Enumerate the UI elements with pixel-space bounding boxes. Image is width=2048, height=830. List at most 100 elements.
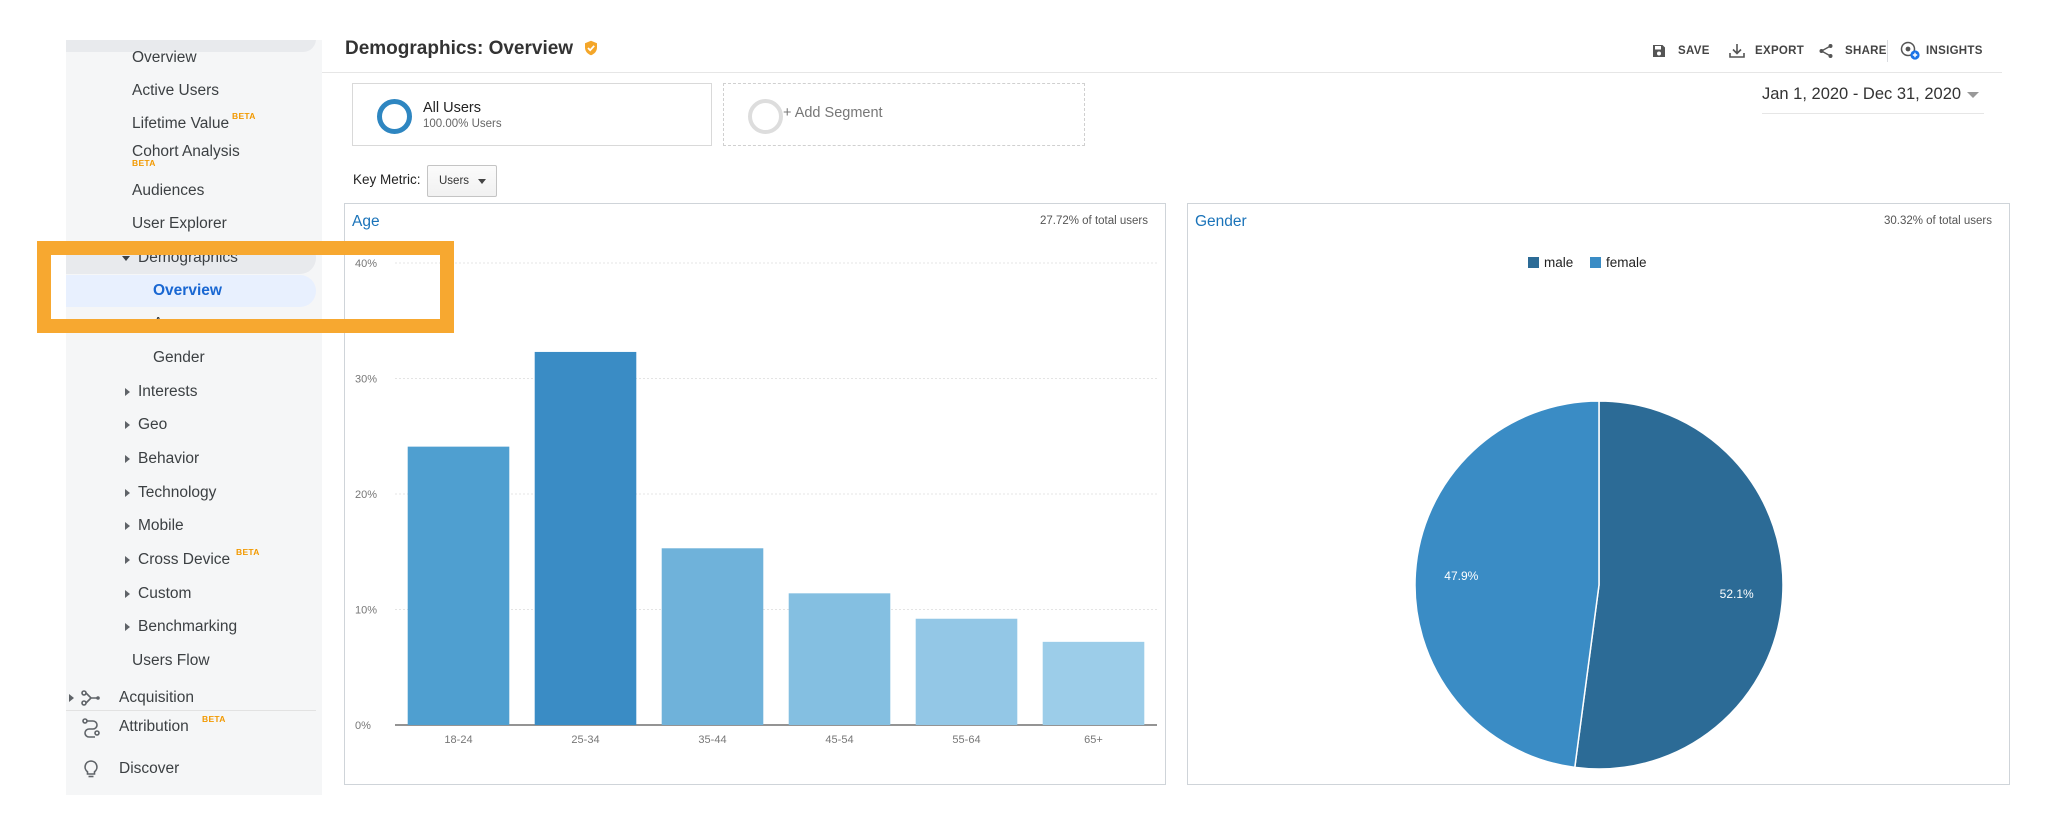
sidebar-item-lifetime-value[interactable]: Lifetime Value BETA — [66, 108, 316, 140]
bar-35-44[interactable] — [661, 548, 764, 725]
bar-18-24[interactable] — [407, 446, 510, 725]
segment-ring-icon — [377, 99, 412, 134]
beta-badge: BETA — [236, 547, 260, 557]
chevron-right-icon — [125, 388, 130, 396]
gender-legend: male female — [1528, 255, 1688, 273]
chevron-down-icon[interactable] — [1967, 92, 1979, 98]
highlight-box — [37, 241, 454, 333]
chevron-right-icon — [125, 489, 130, 497]
add-segment-button[interactable]: + Add Segment — [723, 83, 1085, 146]
beta-badge: BETA — [202, 714, 226, 724]
sidebar-item-benchmarking[interactable]: Benchmarking — [66, 611, 316, 643]
legend-swatch-male — [1528, 257, 1539, 268]
legend-label-male: male — [1544, 255, 1574, 270]
sidebar-item-label: Audiences — [132, 182, 205, 199]
y-tick-label: 20% — [355, 489, 377, 501]
sidebar-divider — [66, 710, 316, 711]
sidebar-item-label: Cross Device — [138, 551, 231, 568]
sidebar-item-active-users[interactable]: Active Users — [66, 75, 316, 107]
chevron-right-icon — [125, 556, 130, 564]
legend-swatch-female — [1590, 257, 1601, 268]
save-icon — [1653, 45, 1665, 57]
sidebar-item-label: Acquisition — [119, 689, 194, 706]
sidebar-item-label: User Explorer — [132, 215, 227, 232]
pie-label-female: 47.9% — [1444, 569, 1478, 583]
share-button[interactable]: SHARE — [1818, 40, 1890, 62]
pie-label-male: 52.1% — [1720, 587, 1754, 601]
sidebar-item-label: Lifetime Value — [132, 115, 230, 132]
insights-icon — [1900, 41, 1920, 60]
pie-slice-male[interactable] — [1573, 400, 1784, 770]
lightbulb-icon — [84, 760, 98, 778]
sidebar-item-acquisition[interactable]: Acquisition — [66, 682, 316, 714]
sidebar-item-audiences[interactable]: Audiences — [66, 175, 316, 207]
sidebar-item-label: Benchmarking — [138, 618, 238, 635]
key-metric-select[interactable]: Users — [427, 165, 497, 197]
legend-item-male[interactable]: male — [1528, 255, 1573, 270]
sidebar-item-label: Behavior — [138, 450, 200, 467]
add-segment-label: + Add Segment — [783, 105, 883, 121]
export-button[interactable]: EXPORT — [1728, 40, 1818, 62]
beta-badge: BETA — [232, 111, 256, 121]
sidebar-item-demographics-overview[interactable]: Overview — [66, 275, 316, 307]
insights-button[interactable]: INSIGHTS — [1900, 40, 2000, 62]
sidebar-item-label: Cohort Analysis — [132, 143, 240, 160]
sidebar-item-users-flow[interactable]: Users Flow — [66, 645, 316, 677]
y-tick-label: 40% — [355, 258, 377, 270]
sidebar-item-technology[interactable]: Technology — [66, 477, 316, 509]
gender-pie-chart: 52.1% 47.9% — [1414, 400, 1784, 770]
chevron-right-icon — [125, 522, 130, 530]
sidebar-item-label: Custom — [138, 585, 192, 602]
segment-all-users[interactable]: All Users 100.00% Users — [352, 83, 712, 146]
sidebar-item-cohort-analysis[interactable]: Cohort Analysis BETA — [66, 136, 316, 168]
sidebar-item-cross-device[interactable]: Cross Device BETA — [66, 544, 316, 576]
save-button[interactable]: SAVE — [1651, 40, 1721, 62]
sidebar-item-user-explorer[interactable]: User Explorer — [66, 208, 316, 240]
sidebar-item-label: Users Flow — [132, 652, 210, 669]
pie-slice-female[interactable] — [1414, 400, 1600, 769]
acquisition-icon — [81, 690, 100, 706]
sidebar-item-overview[interactable]: Overview — [66, 42, 316, 74]
sidebar-item-label: Active Users — [132, 82, 219, 99]
sidebar-item-behavior[interactable]: Behavior — [66, 443, 316, 475]
gender-chart-panel: 52.1% 47.9% Gender 30.32% of total users … — [1187, 203, 2010, 785]
legend-label-female: female — [1606, 255, 1647, 270]
share-label: SHARE — [1845, 45, 1887, 57]
bar-55-64[interactable] — [915, 618, 1018, 725]
sidebar-item-label: Attribution — [119, 718, 189, 735]
age-panel-title[interactable]: Age — [352, 213, 380, 230]
age-panel-total: 27.72% of total users — [1039, 215, 1148, 227]
sidebar-item-label: Discover — [119, 760, 180, 777]
header-divider — [322, 72, 2002, 73]
chevron-right-icon — [125, 421, 130, 429]
bar-45-54[interactable] — [788, 593, 891, 725]
export-label: EXPORT — [1755, 45, 1805, 57]
x-tick-label: 18-24 — [444, 734, 472, 746]
bar-25-34[interactable] — [534, 351, 637, 725]
x-tick-label: 55-64 — [952, 734, 980, 746]
sidebar-item-discover[interactable]: Discover — [66, 753, 316, 785]
x-tick-label: 35-44 — [698, 734, 726, 746]
segment-name: All Users — [423, 100, 482, 116]
sidebar-item-attribution[interactable]: Attribution BETA — [66, 711, 316, 743]
y-tick-label: 0% — [355, 720, 371, 732]
chevron-right-icon — [125, 623, 130, 631]
sidebar-item-interests[interactable]: Interests — [66, 376, 316, 408]
sidebar-item-gender[interactable]: Gender — [66, 342, 316, 374]
gender-panel-title[interactable]: Gender — [1195, 213, 1247, 230]
date-range-picker[interactable]: Jan 1, 2020 - Dec 31, 2020 — [1762, 85, 1962, 103]
sidebar-item-geo[interactable]: Geo — [66, 409, 316, 441]
bar-65+[interactable] — [1042, 641, 1145, 725]
sidebar: Overview Active Users Lifetime Value BET… — [66, 40, 322, 795]
x-tick-label: 25-34 — [571, 734, 599, 746]
insights-label: INSIGHTS — [1926, 45, 1983, 57]
x-tick-label: 65+ — [1084, 734, 1103, 746]
legend-item-female[interactable]: female — [1590, 255, 1647, 270]
age-chart-panel: 0% 10% 20% 30% 40% 18-24 25-34 35-44 45-54 55-64 6… — [344, 203, 1166, 785]
sidebar-item-mobile[interactable]: Mobile — [66, 510, 316, 542]
sidebar-item-custom[interactable]: Custom — [66, 578, 316, 610]
sidebar-item-label: Overview — [153, 282, 222, 299]
key-metric-value: Users — [439, 175, 470, 187]
toolbar-divider — [1887, 40, 1888, 62]
empty-segment-ring-icon — [748, 99, 783, 134]
